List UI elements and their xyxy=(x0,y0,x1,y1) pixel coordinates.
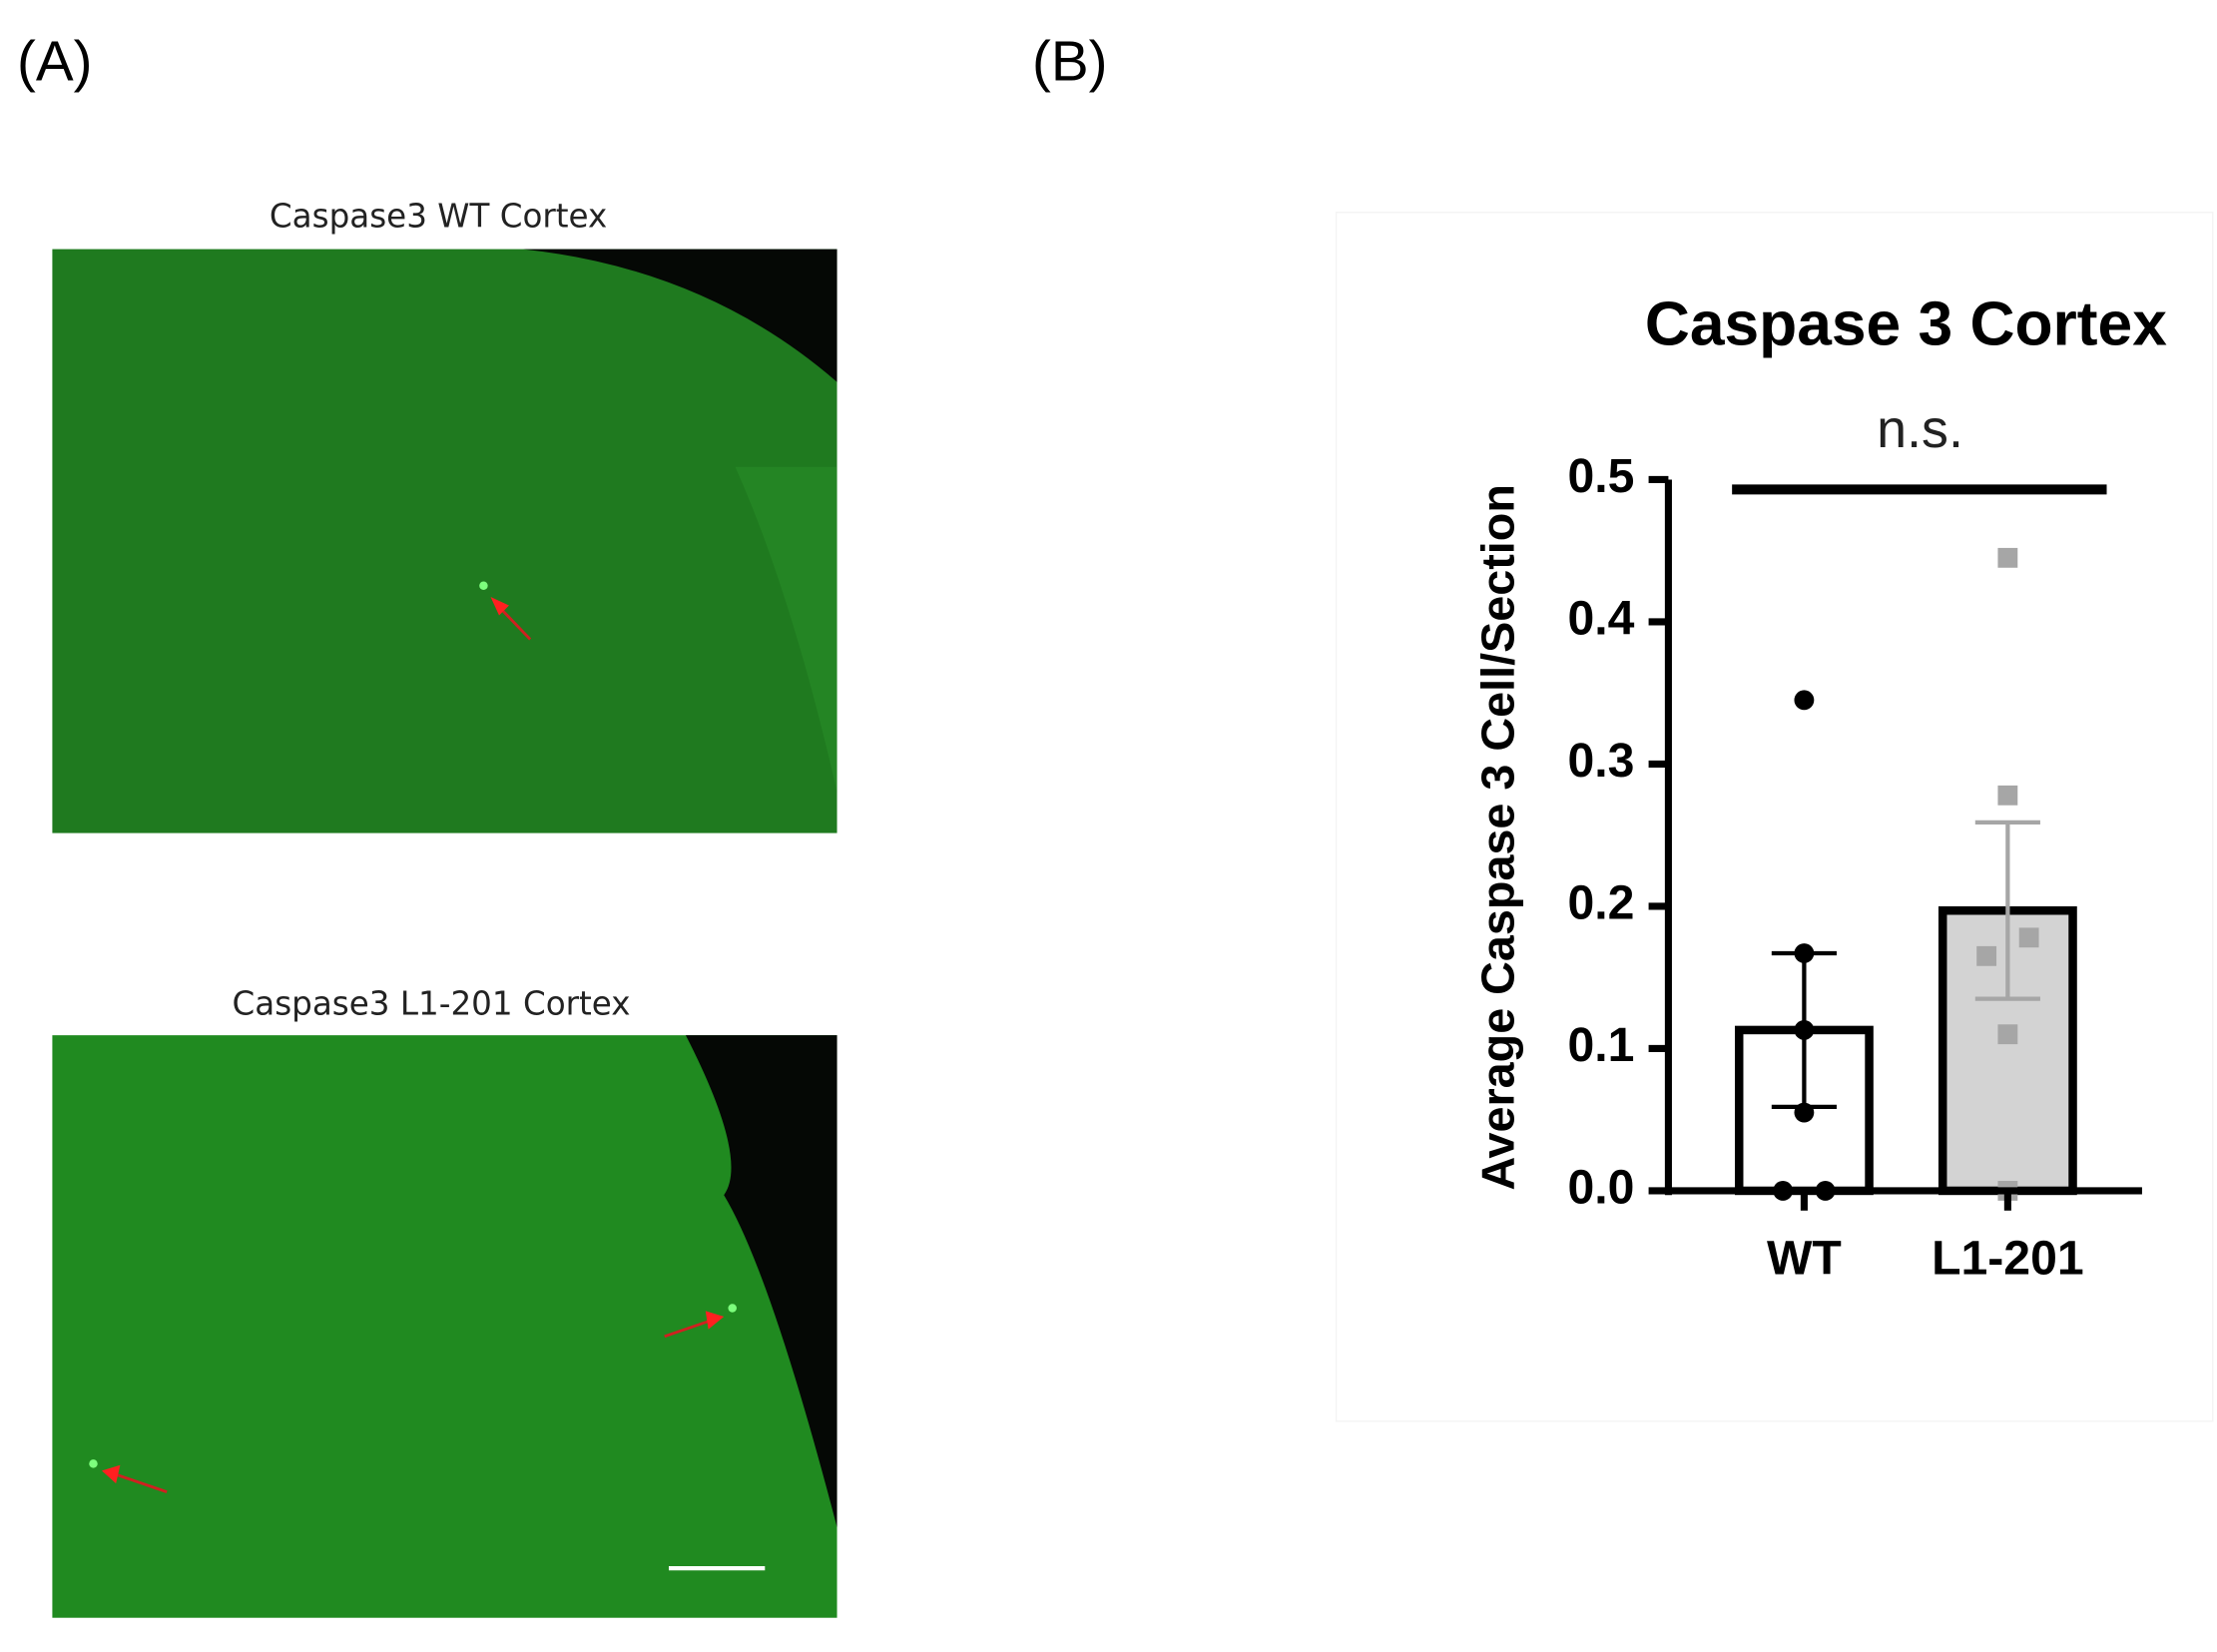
y-tick-label: 0.1 xyxy=(1567,1018,1634,1072)
image-title: Caspase3 L1-201 Cortex xyxy=(233,984,631,1022)
data-point xyxy=(1997,785,2018,806)
chart-panel xyxy=(1335,212,2214,1422)
panel-label: (A) xyxy=(17,30,93,93)
y-tick-label: 0.2 xyxy=(1567,876,1634,930)
y-tick-label: 0.5 xyxy=(1567,449,1634,503)
plot: 0.0 0.1 0.2 0.3 0.4 0.5 WT L1-201 xyxy=(1567,449,2142,1285)
y-tick-label: 0.3 xyxy=(1567,734,1634,788)
y-tick-label: 0.4 xyxy=(1567,592,1634,646)
annotation: n.s. xyxy=(1877,399,1963,459)
image-title: Caspase3 WT Cortex xyxy=(270,197,607,235)
data-point xyxy=(1976,945,1997,966)
x-tick-label: L1-201 xyxy=(1932,1231,2084,1285)
data-point xyxy=(1997,1024,2018,1045)
data-point xyxy=(1997,547,2018,568)
data-point xyxy=(1794,690,1815,711)
y-tick-label: 0.0 xyxy=(1567,1161,1634,1215)
chart-title: Caspase 3 Cortex xyxy=(1645,289,2167,358)
micrograph xyxy=(52,249,837,833)
micrograph xyxy=(52,1035,837,1618)
y-axis-label: Average Caspase 3 Cell/Section xyxy=(1472,484,1524,1190)
data-point xyxy=(2018,927,2039,948)
panel-label: (B) xyxy=(1032,30,1108,93)
x-tick-label: WT xyxy=(1767,1231,1842,1285)
